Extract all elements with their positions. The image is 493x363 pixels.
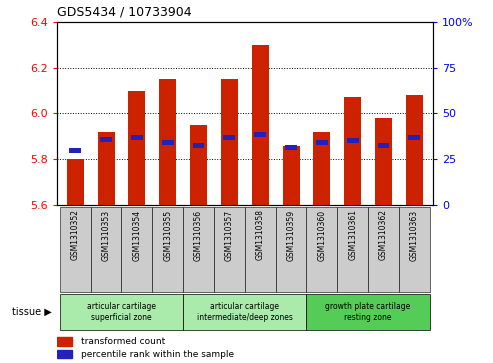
Bar	[316, 140, 328, 145]
Text: GSM1310357: GSM1310357	[225, 209, 234, 261]
Bar	[223, 135, 235, 140]
Bar	[57, 337, 72, 346]
FancyBboxPatch shape	[276, 207, 307, 292]
FancyBboxPatch shape	[91, 207, 121, 292]
Bar	[406, 95, 423, 205]
Text: GSM1310361: GSM1310361	[348, 209, 357, 261]
FancyBboxPatch shape	[183, 294, 307, 330]
Text: GSM1310359: GSM1310359	[286, 209, 295, 261]
Text: GSM1310363: GSM1310363	[410, 209, 419, 261]
FancyBboxPatch shape	[307, 294, 430, 330]
Text: percentile rank within the sample: percentile rank within the sample	[81, 350, 234, 359]
FancyBboxPatch shape	[60, 294, 183, 330]
Bar	[162, 139, 174, 144]
Bar	[344, 97, 361, 205]
Bar	[254, 132, 266, 137]
Text: GSM1310360: GSM1310360	[317, 209, 326, 261]
FancyBboxPatch shape	[245, 207, 276, 292]
Text: articular cartilage
intermediate/deep zones: articular cartilage intermediate/deep zo…	[197, 302, 293, 322]
Text: GSM1310355: GSM1310355	[163, 209, 172, 261]
Bar	[57, 350, 72, 359]
Bar	[375, 118, 392, 205]
Bar	[221, 79, 238, 205]
Bar	[252, 45, 269, 205]
FancyBboxPatch shape	[399, 207, 430, 292]
Text: GSM1310354: GSM1310354	[132, 209, 141, 261]
Bar	[128, 90, 145, 205]
Text: GSM1310352: GSM1310352	[70, 209, 80, 261]
Bar	[190, 125, 207, 205]
Bar	[378, 143, 389, 148]
Text: GSM1310362: GSM1310362	[379, 209, 388, 261]
Text: articular cartilage
superficial zone: articular cartilage superficial zone	[87, 302, 156, 322]
Bar	[285, 145, 297, 150]
Bar	[347, 138, 358, 143]
Text: GSM1310358: GSM1310358	[256, 209, 265, 261]
Text: GSM1310353: GSM1310353	[102, 209, 110, 261]
Bar	[67, 159, 84, 205]
Bar	[70, 148, 81, 152]
FancyBboxPatch shape	[152, 207, 183, 292]
FancyBboxPatch shape	[121, 207, 152, 292]
Text: growth plate cartilage
resting zone: growth plate cartilage resting zone	[325, 302, 411, 322]
Bar	[409, 135, 420, 140]
Bar	[314, 132, 330, 205]
FancyBboxPatch shape	[214, 207, 245, 292]
Text: GSM1310356: GSM1310356	[194, 209, 203, 261]
Text: tissue ▶: tissue ▶	[12, 307, 52, 317]
FancyBboxPatch shape	[368, 207, 399, 292]
FancyBboxPatch shape	[183, 207, 214, 292]
FancyBboxPatch shape	[337, 207, 368, 292]
Bar	[193, 143, 205, 148]
Text: GDS5434 / 10733904: GDS5434 / 10733904	[57, 5, 191, 18]
Bar	[282, 146, 300, 205]
FancyBboxPatch shape	[60, 207, 91, 292]
Text: transformed count: transformed count	[81, 337, 165, 346]
Bar	[131, 135, 142, 140]
Bar	[98, 132, 114, 205]
Bar	[100, 137, 112, 142]
FancyBboxPatch shape	[307, 207, 337, 292]
Bar	[159, 79, 176, 205]
